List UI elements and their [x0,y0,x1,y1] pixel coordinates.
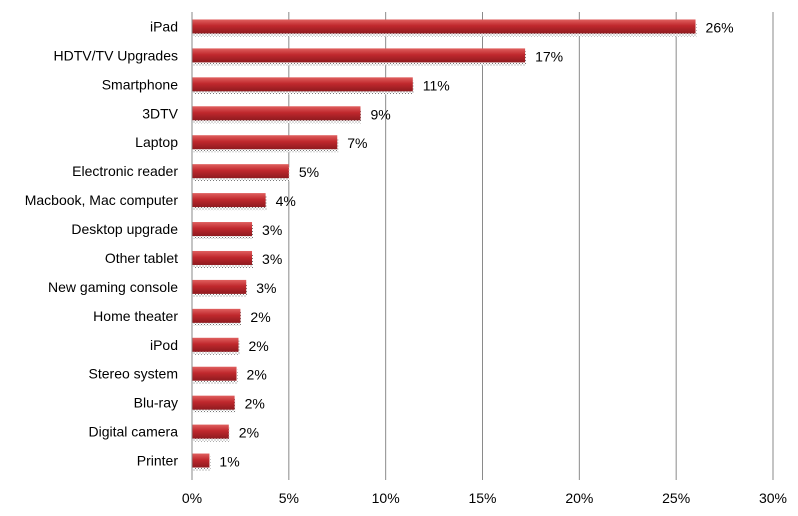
data-label: 17% [535,48,563,64]
x-tick-label: 5% [279,490,299,506]
category-label: iPod [150,337,178,353]
bars [192,19,697,471]
category-label: Macbook, Mac computer [25,192,179,208]
bar [192,19,696,34]
bar [192,193,266,208]
category-label: HDTV/TV Upgrades [54,47,178,63]
bar [192,424,229,439]
data-label: 26% [706,19,734,35]
data-label: 11% [423,77,450,93]
category-label: Electronic reader [72,163,178,179]
data-label: 2% [250,309,270,325]
data-label: 4% [276,193,296,209]
category-label: Laptop [135,134,178,150]
bar [192,279,247,294]
category-label: Blu-ray [134,395,178,411]
bar [192,366,237,381]
category-labels: iPad HDTV/TV Upgrades Smartphone 3DTV Laptop… [25,18,179,468]
bar [192,337,239,352]
bar [192,77,413,92]
data-label: 3% [262,222,282,238]
category-label: Home theater [93,308,178,324]
x-tick-label: 25% [662,490,690,506]
bar [192,222,253,237]
bar [192,250,253,265]
category-label: New gaming console [48,279,178,295]
data-label: 2% [247,367,267,383]
x-axis-ticks: 0% 5% 10% 15% 20% 25% 30% [182,475,787,506]
data-label: 2% [239,425,259,441]
data-label: 5% [299,164,319,180]
bar [192,453,210,468]
x-tick-label: 15% [468,490,496,506]
data-label: 2% [248,338,268,354]
data-label: 3% [256,280,276,296]
category-label: Printer [137,453,179,469]
bar [192,106,361,121]
x-tick-label: 10% [372,490,400,506]
bar [192,135,338,150]
x-tick-label: 0% [182,490,202,506]
data-label: 3% [262,251,282,267]
data-label: 7% [347,135,367,151]
bar [192,308,241,323]
category-label: Other tablet [105,250,178,266]
x-tick-label: 30% [759,490,787,506]
category-label: iPad [150,18,178,34]
data-label: 2% [245,396,265,412]
x-tick-label: 20% [565,490,593,506]
category-label: Desktop upgrade [71,221,178,237]
data-label: 9% [370,106,390,122]
bar [192,48,526,63]
bar [192,164,289,179]
data-labels: 26%17%11%9%7%5%4%3%3%3%2%2%2%2%2%1% [219,19,733,469]
category-label: 3DTV [142,105,178,121]
bar [192,395,235,410]
category-label: Stereo system [89,366,178,382]
data-label: 1% [219,454,239,470]
category-label: Digital camera [89,424,179,440]
category-label: Smartphone [102,76,178,92]
